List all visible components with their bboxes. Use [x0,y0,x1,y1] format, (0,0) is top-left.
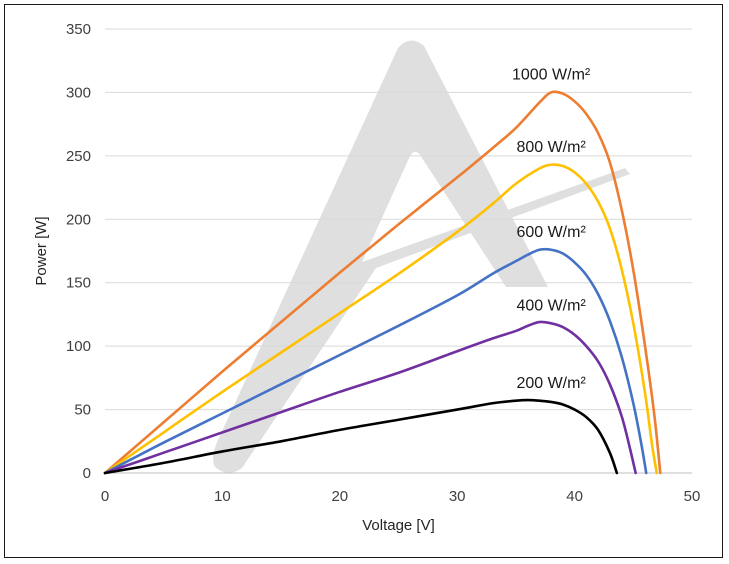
x-tick-label: 0 [101,488,109,505]
y-tick-label: 100 [66,338,91,355]
x-tick-label: 20 [331,488,348,505]
x-tick-label: 10 [214,488,231,505]
series-line-600wm2 [103,247,648,475]
series-label: 200 W/m² [516,375,586,392]
y-tick-label: 0 [83,465,91,482]
x-tick-label: 50 [684,488,701,505]
series-line-800wm2 [103,163,659,475]
series-line-400wm2 [103,320,637,475]
x-tick-label: 30 [449,488,466,505]
x-tick-label: 40 [566,488,583,505]
series-line-200wm2 [103,398,619,475]
y-tick-label: 300 [66,84,91,101]
logo-watermark [213,40,631,473]
y-axis-title: Power [W] [33,216,50,285]
series-label: 800 W/m² [516,139,586,156]
y-tick-label: 50 [74,402,91,419]
logo-a-shape [213,40,631,473]
series-label: 400 W/m² [516,298,586,315]
y-tick-label: 200 [66,211,91,228]
series-label: 600 W/m² [516,224,586,241]
gridlines [105,28,692,474]
series-label: 1000 W/m² [512,67,591,84]
x-axis-title: Voltage [V] [362,517,435,534]
series-labels: 1000 W/m² 800 W/m² 600 W/m² 400 W/m² 200 W/m… [512,67,591,392]
tick-labels: 0 50 100 150 200 250 300 350 0 10 20 30 40 50 [66,21,700,505]
series-lines [103,90,662,475]
y-tick-label: 250 [66,148,91,165]
series-line-1000wm2 [103,90,662,475]
y-tick-label: 350 [66,21,91,38]
y-tick-label: 150 [66,275,91,292]
